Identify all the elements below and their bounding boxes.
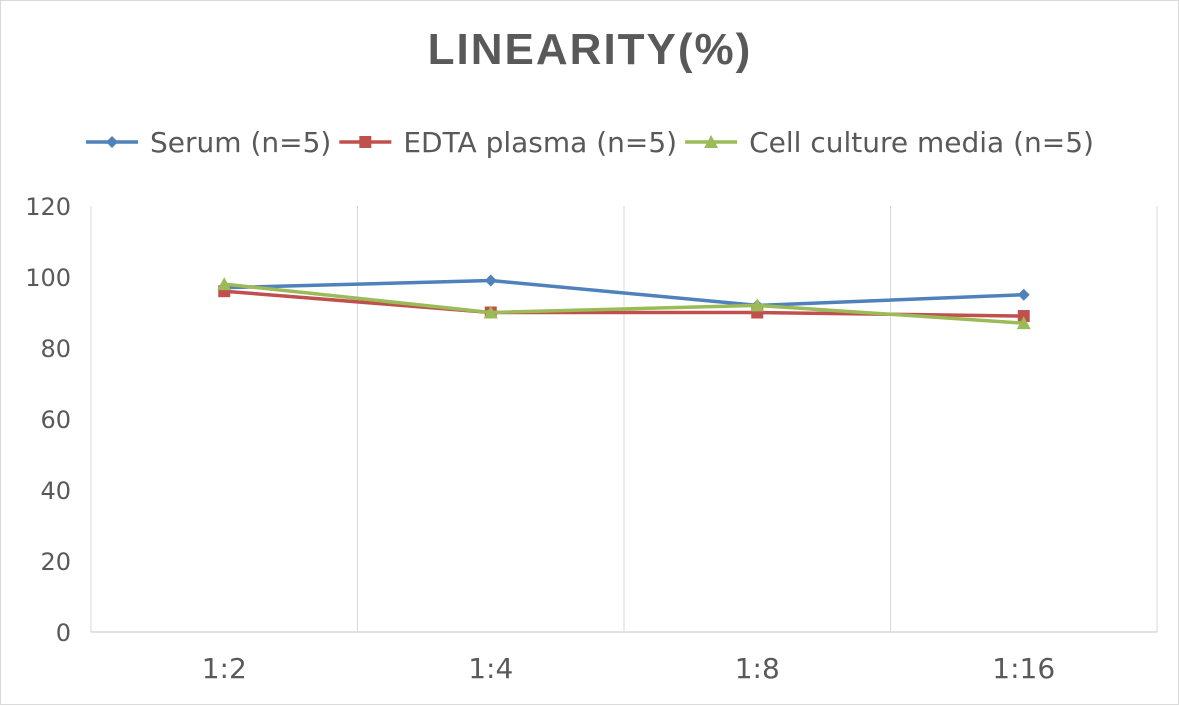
legend-label: Cell culture media (n=5): [749, 126, 1094, 159]
legend-marker: [106, 136, 119, 148]
y-tick-label: 120: [25, 193, 71, 221]
data-point: [217, 277, 232, 291]
legend: Serum (n=5) EDTA plasma (n=5) Cell culture…: [86, 126, 1094, 159]
legend-item: Serum (n=5): [86, 126, 331, 159]
gridlines: [90, 206, 1158, 632]
legend-item: Cell culture media (n=5): [685, 126, 1094, 159]
series-line: [224, 278, 1024, 308]
series-3: [217, 277, 1031, 330]
y-tick-label: 0: [56, 619, 71, 647]
chart-title: LINEARITY(%): [428, 25, 753, 74]
legend-marker: [359, 136, 372, 148]
legend-label: EDTA plasma (n=5): [403, 126, 677, 159]
series-line: [224, 282, 1024, 325]
legend-label: Serum (n=5): [150, 126, 331, 159]
data-point: [1017, 310, 1030, 323]
series-group: [217, 274, 1031, 330]
data-point: [484, 274, 497, 287]
data-point: [1017, 288, 1030, 301]
y-tick-label: 20: [40, 548, 71, 576]
y-tick-label: 80: [40, 335, 71, 363]
y-tick-label: 40: [40, 477, 71, 505]
data-point: [750, 298, 765, 312]
axes: 0 20 40 60 80 100 120 1:2 1:4 1:8 1:16: [25, 193, 1157, 685]
data-point: [1016, 316, 1031, 330]
legend-marker: [704, 135, 719, 148]
x-tick-label: 1:2: [202, 652, 247, 685]
x-tick-label: 1:16: [992, 652, 1055, 685]
y-tick-label: 60: [40, 406, 71, 434]
x-tick-label: 1:8: [735, 652, 780, 685]
y-tick-label: 100: [25, 264, 71, 292]
legend-item: EDTA plasma (n=5): [339, 126, 677, 159]
x-tick-label: 1:4: [468, 652, 513, 685]
data-point: [483, 305, 498, 319]
